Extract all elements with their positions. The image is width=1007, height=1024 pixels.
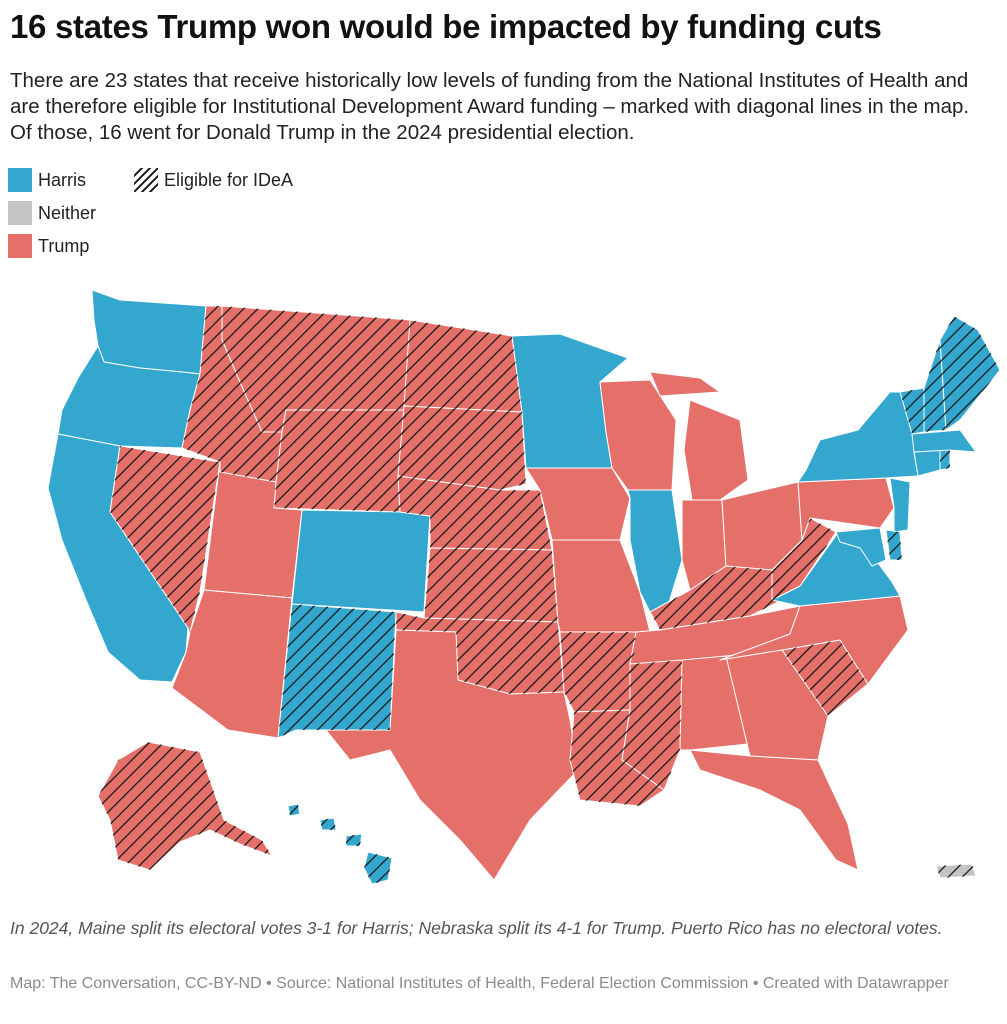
hatch-sc xyxy=(782,640,868,716)
legend-label-harris: Harris xyxy=(38,169,86,190)
hatch-me xyxy=(940,316,1000,430)
legend-label-neither: Neither xyxy=(38,202,97,223)
hatch-nh xyxy=(924,340,946,432)
legend-item-trump: Trump xyxy=(8,234,89,258)
legend-item-harris: Harris xyxy=(8,168,86,192)
state-ny xyxy=(797,391,919,483)
trump-swatch xyxy=(8,234,32,258)
chart-description: There are 23 states that receive histori… xyxy=(10,69,970,144)
state-co xyxy=(291,509,431,613)
hatch-hi xyxy=(288,804,392,884)
state-ct xyxy=(913,449,941,477)
hatch-pr xyxy=(936,864,976,878)
legend-label-idea: Eligible for IDeA xyxy=(164,169,294,190)
state-md xyxy=(835,527,887,567)
hatch-mt xyxy=(222,306,410,432)
hatch-ar xyxy=(560,632,636,712)
hatch-wv xyxy=(772,518,836,600)
hatch-ak xyxy=(98,742,272,870)
state-az xyxy=(171,589,293,739)
hatch-ri xyxy=(940,450,950,470)
hatch-ok xyxy=(396,612,564,694)
source-credit: Map: The Conversation, CC-BY-ND • Source… xyxy=(10,975,949,992)
legend-item-idea: Eligible for IDeA xyxy=(134,168,293,192)
hatch-id xyxy=(182,306,282,482)
hatch-de xyxy=(886,530,902,560)
hatch-ms xyxy=(622,660,682,790)
hatch-sd xyxy=(398,406,526,490)
hatch-vt xyxy=(900,388,924,434)
hatch-ks xyxy=(424,548,558,622)
legend-label-trump: Trump xyxy=(38,235,90,256)
state-wa xyxy=(91,289,207,375)
harris-swatch xyxy=(8,168,32,192)
hatch-nm xyxy=(278,604,396,738)
hatch-swatch xyxy=(134,168,158,192)
footnote: In 2024, Maine split its electoral votes… xyxy=(10,918,943,938)
us-map xyxy=(47,289,1001,885)
hatch-wy xyxy=(274,410,406,512)
state-ma xyxy=(911,429,977,453)
hatch-ky xyxy=(650,566,790,630)
legend-item-neither: Neither xyxy=(8,201,96,225)
hatch-nv xyxy=(110,446,220,632)
hatch-nd xyxy=(404,320,522,412)
state-fl xyxy=(689,749,859,871)
neither-swatch xyxy=(8,201,32,225)
hatch-ne xyxy=(398,476,552,550)
chart-title: 16 states Trump won would be impacted by… xyxy=(10,8,882,45)
hatch-la xyxy=(570,710,664,806)
state-nj xyxy=(889,477,911,533)
